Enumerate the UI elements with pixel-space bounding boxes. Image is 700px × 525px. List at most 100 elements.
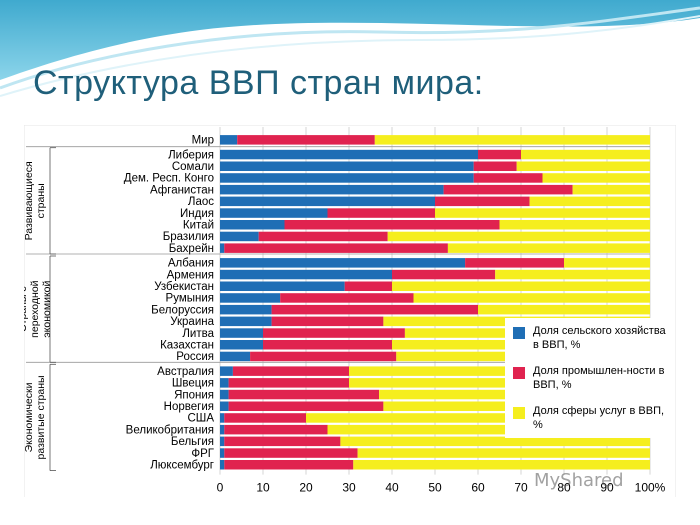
x-tick-label: 20 [299,481,313,495]
x-tick-label: 10 [256,481,270,495]
x-tick-label: 0 [217,481,224,495]
category-label: Албания [168,258,214,270]
category-label: Бразилия [163,231,214,243]
bar-segment-industry [271,316,384,327]
bar-segment-services [516,161,650,171]
x-tick-label: 50 [428,481,442,495]
bar-segment-agriculture [220,366,233,376]
group-label: Развивающиеся [24,161,35,240]
bar-segment-agriculture [220,328,263,338]
bar-segment-services [357,448,650,458]
bar-segment-services [572,184,650,195]
x-tick-label: 40 [385,481,399,495]
category-label: Великобритания [126,424,214,436]
bar-segment-industry [473,173,543,183]
bar-segment-agriculture [220,293,281,303]
category-label: Литва [182,328,214,340]
bar-segment-agriculture [220,161,474,171]
bar-segment-industry [271,304,478,315]
category-label: Австралия [157,366,214,378]
legend-label-industry: Доля промышлен-ности в ВВП, % [533,365,665,391]
category-label: Узбекистан [154,281,214,293]
bar-segment-industry [344,281,392,291]
bar-segment-services [499,220,650,230]
bar-segment-agriculture [220,460,225,470]
watermark-logo: MyShared [534,470,624,491]
slide-title: Структура ВВП стран мира: [33,64,484,102]
bar-segment-services [349,378,650,388]
bar-segment-services [340,436,650,447]
bar-segment-agriculture [220,231,259,242]
bar-segment-industry [435,196,530,207]
bar-segment-agriculture [220,149,478,160]
bar-segment-industry [224,243,448,253]
category-label: ФРГ [191,448,214,460]
bar-segment-agriculture [220,436,225,447]
legend-swatch-industry [513,367,525,379]
legend-label-agriculture: Доля сельского хозяйства в ВВП, % [533,325,666,351]
group-label: страны [35,183,47,218]
legend-swatch-services [513,407,525,419]
legend-item-agriculture: Доля сельского хозяйства в ВВП, % [513,324,670,352]
legend-item-services: Доля сферы услуг в ВВП, % [513,404,670,432]
category-label: Сомали [172,161,214,173]
bar-segment-services [435,208,650,218]
bar-segment-agriculture [220,258,466,268]
bar-segment-services [542,173,650,183]
bar-segment-industry [224,448,358,458]
bar-segment-agriculture [220,196,435,207]
category-label: Мир [192,135,214,147]
bar-segment-agriculture [220,135,238,145]
x-tick-label: 100% [635,481,666,495]
bar-segment-services [306,413,650,423]
category-label: Казахстан [160,340,214,352]
legend-label-services: Доля сферы услуг в ВВП, % [533,405,665,431]
legend-swatch-agriculture [513,327,525,339]
bar-segment-services [327,424,650,435]
category-label: Лаос [188,196,214,208]
group-label: Экономически [24,382,35,452]
legend-item-industry: Доля промышлен-ности в ВВП, % [513,364,670,392]
bar-segment-services [374,135,650,145]
bar-segment-industry [327,208,435,218]
group-label: развитые страны [35,375,47,459]
group-label: экономикой [41,280,53,337]
x-tick-label: 80 [557,481,571,495]
bar-segment-industry [443,184,573,195]
x-tick-label: 30 [342,481,356,495]
category-label: Армения [167,269,214,281]
bar-segment-industry [263,340,392,350]
bar-segment-agriculture [220,424,225,435]
bar-segment-agriculture [220,448,225,458]
bar-segment-agriculture [220,401,229,411]
bar-segment-industry [224,460,354,470]
bar-segment-services [387,231,650,242]
bar-segment-services [392,281,650,291]
bar-segment-agriculture [220,184,444,195]
category-label: Россия [176,351,214,363]
bar-segment-industry [263,328,405,338]
bar-segment-agriculture [220,304,272,315]
header-wave-decoration [0,0,700,97]
bar-segment-industry [392,269,496,280]
bar-segment-services [564,258,650,268]
category-label: Китай [183,220,214,232]
category-label: Либерия [168,149,214,161]
group-label: переходной [29,280,41,337]
category-label: Украина [170,316,214,328]
category-label: Бахрейн [169,243,214,255]
category-label: Швеция [172,378,214,390]
bar-segment-industry [284,220,500,230]
category-label: США [187,413,214,425]
category-label: Дем. Респ. Конго [124,173,214,185]
category-label: Япония [174,389,214,401]
bar-segment-industry [224,413,306,423]
bar-segment-industry [224,436,341,447]
bar-segment-agriculture [220,281,345,291]
bar-segment-industry [250,351,397,362]
bar-segment-agriculture [220,269,392,280]
bar-segment-industry [237,135,375,145]
bar-segment-industry [224,424,328,435]
category-label: Бельгия [171,436,214,448]
